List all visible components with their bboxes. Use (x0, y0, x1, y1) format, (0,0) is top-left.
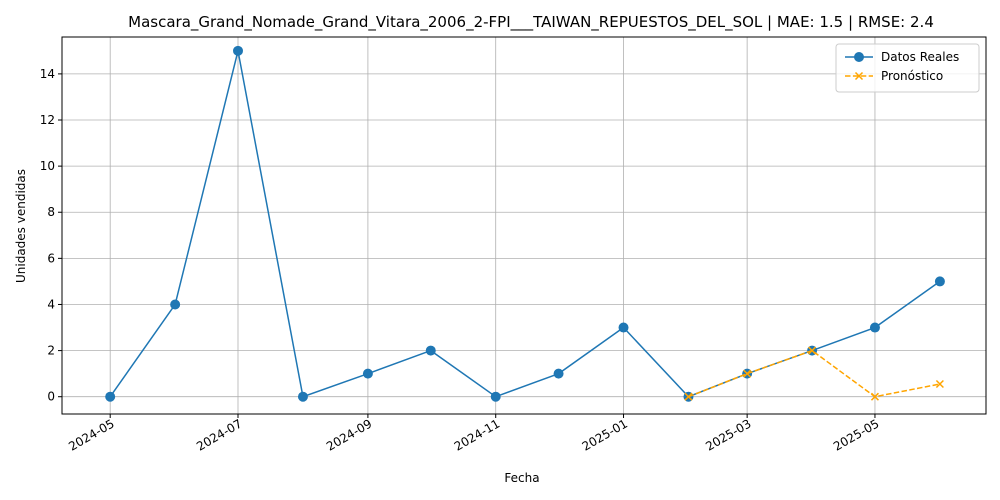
y-tick-label: 0 (47, 390, 55, 404)
x-tick-label: 2025-03 (703, 416, 753, 453)
series-layer (105, 45, 945, 402)
data-point (934, 276, 945, 287)
data-point (618, 322, 629, 333)
x-tick-label: 2024-05 (66, 416, 116, 453)
data-point (808, 346, 817, 355)
series-datos-reales (105, 45, 945, 402)
data-point (297, 391, 308, 402)
y-tick-label: 8 (47, 205, 55, 219)
data-point (105, 391, 116, 402)
y-tick-label: 10 (40, 159, 55, 173)
data-point (935, 379, 944, 389)
data-point (425, 345, 436, 356)
y-tick-label: 4 (47, 297, 55, 311)
data-point (233, 45, 243, 56)
data-point (553, 368, 564, 379)
x-tick-label: 2024-07 (194, 416, 244, 453)
chart-title: Mascara_Grand_Nomade_Grand_Vitara_2006_2… (128, 13, 934, 32)
data-point (854, 52, 864, 62)
grid (62, 37, 986, 414)
x-tick-label: 2025-01 (580, 416, 630, 453)
plot-frame (61, 36, 987, 415)
y-tick-label: 12 (40, 113, 55, 127)
x-axis-label: Fecha (504, 471, 539, 485)
x-tick-label: 2025-05 (831, 416, 881, 453)
data-point (362, 368, 373, 379)
data-point (854, 71, 864, 81)
legend-label: Pronóstico (881, 69, 943, 83)
data-point (170, 299, 181, 310)
y-tick-label: 14 (40, 67, 55, 81)
data-point (490, 391, 501, 402)
y-axis-label: Unidades vendidas (14, 169, 28, 283)
data-point (870, 392, 879, 401)
series-line (109, 50, 941, 398)
legend-label: Datos Reales (881, 50, 959, 64)
data-point (684, 392, 693, 401)
series-line (688, 349, 941, 398)
data-point (743, 369, 752, 378)
legend-box (835, 43, 980, 93)
y-tick-label: 2 (47, 344, 55, 358)
x-tick-label: 2024-09 (324, 416, 374, 453)
ticks: 0 2 4 6 8 10 12 14 2024-05 2024-07 2024-09 2024-11 2… (40, 67, 882, 454)
y-tick-label: 6 (47, 251, 55, 265)
series-pron-stico (684, 346, 944, 401)
data-point (869, 322, 880, 333)
legend: Datos Reales Pronóstico (835, 43, 980, 93)
x-tick-label: 2024-11 (452, 416, 502, 453)
